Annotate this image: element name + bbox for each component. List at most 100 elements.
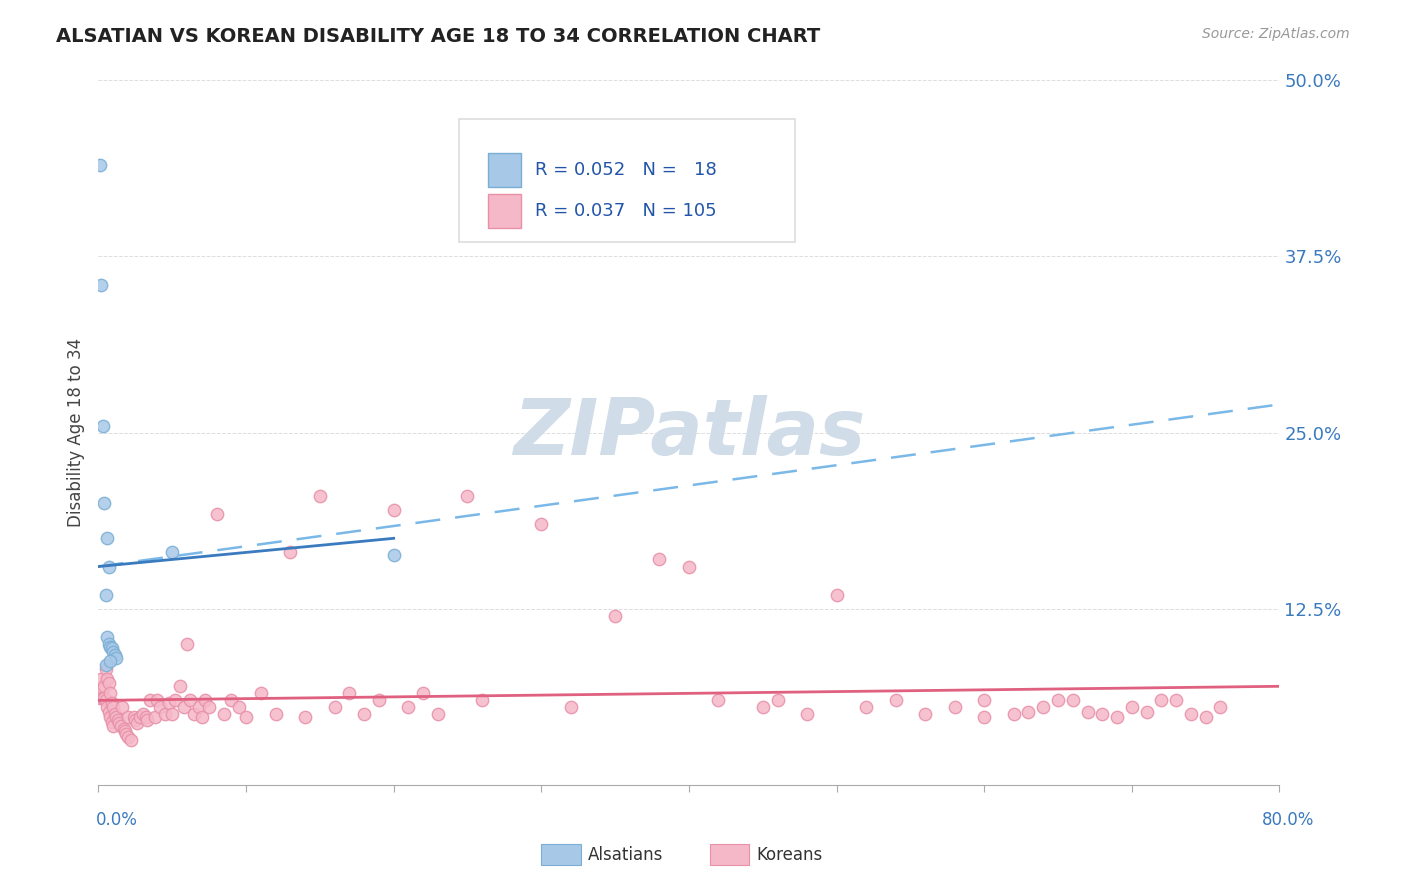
Point (294, 710, 316, 724)
Point (1091, 707, 1114, 722)
Point (98, 654, 121, 668)
Point (146, 693, 169, 707)
FancyBboxPatch shape (488, 153, 522, 186)
Point (90, 673, 112, 687)
Point (323, 700, 346, 714)
Point (149, 700, 172, 714)
Point (678, 559, 700, 574)
Point (884, 693, 907, 707)
Point (93, 690, 115, 705)
Point (339, 686, 361, 700)
Point (228, 700, 250, 714)
Point (162, 545, 183, 559)
Point (96, 532, 118, 546)
Text: Koreans: Koreans (756, 846, 823, 863)
Point (91, 418, 114, 433)
Point (97, 637, 120, 651)
Point (124, 713, 146, 727)
Point (110, 719, 132, 733)
Point (100, 641, 122, 656)
Point (752, 700, 775, 714)
Point (221, 693, 243, 707)
Point (205, 508, 228, 522)
Point (176, 637, 198, 651)
Point (605, 608, 627, 623)
Point (250, 686, 273, 700)
Point (1150, 693, 1173, 707)
Text: 80.0%: 80.0% (1263, 811, 1315, 829)
Text: Source: ZipAtlas.com: Source: ZipAtlas.com (1202, 27, 1350, 41)
Point (157, 696, 180, 710)
Point (103, 700, 125, 714)
Point (94, 588, 117, 602)
Point (114, 724, 136, 739)
Point (412, 686, 434, 700)
Point (648, 552, 671, 566)
Point (457, 489, 479, 503)
Point (93, 496, 115, 510)
Point (427, 707, 450, 722)
Text: 0.0%: 0.0% (96, 811, 138, 829)
Point (1195, 710, 1218, 724)
Point (98, 710, 121, 724)
Point (117, 710, 139, 724)
Y-axis label: Disability Age 18 to 34: Disability Age 18 to 34 (66, 338, 84, 527)
Point (1180, 707, 1202, 722)
Text: Alsatians: Alsatians (588, 846, 664, 863)
Point (766, 693, 789, 707)
FancyBboxPatch shape (488, 194, 522, 228)
Point (707, 693, 730, 707)
Point (139, 693, 162, 707)
Point (235, 710, 257, 724)
Point (94, 658, 117, 673)
Point (264, 707, 287, 722)
Point (93, 679, 115, 693)
Point (530, 517, 553, 532)
Point (120, 732, 142, 747)
Point (194, 693, 217, 707)
Point (825, 588, 848, 602)
Point (169, 679, 191, 693)
Point (560, 700, 582, 714)
Point (104, 648, 127, 663)
Point (212, 707, 235, 722)
Point (115, 727, 138, 741)
Point (198, 700, 221, 714)
Point (89, 158, 111, 172)
Point (973, 693, 995, 707)
Point (368, 693, 391, 707)
Point (108, 715, 131, 730)
Point (280, 545, 302, 559)
Point (179, 693, 201, 707)
Point (103, 645, 125, 659)
Point (97, 705, 120, 719)
Text: R = 0.052   N =   18: R = 0.052 N = 18 (536, 161, 717, 178)
Point (1002, 707, 1025, 722)
Point (125, 715, 148, 730)
Point (191, 710, 214, 724)
Point (100, 696, 122, 710)
Point (1046, 693, 1070, 707)
Point (353, 707, 375, 722)
Point (1136, 705, 1159, 719)
Point (128, 710, 150, 724)
Point (398, 700, 420, 714)
Point (89, 690, 111, 705)
Point (112, 722, 135, 736)
Point (132, 707, 155, 722)
Point (98, 640, 121, 654)
Point (105, 710, 128, 724)
Point (91, 682, 114, 697)
Point (103, 719, 125, 733)
Point (1062, 693, 1084, 707)
Point (94, 662, 117, 676)
Point (943, 700, 966, 714)
Point (973, 710, 995, 724)
Point (117, 730, 139, 744)
Point (153, 707, 176, 722)
Point (96, 630, 118, 644)
Point (96, 673, 118, 687)
Point (94, 693, 117, 707)
Point (107, 713, 129, 727)
Point (122, 710, 145, 724)
